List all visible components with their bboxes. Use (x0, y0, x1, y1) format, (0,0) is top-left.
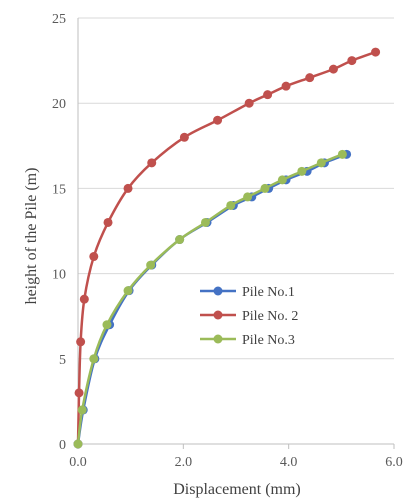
y-tick-label-10: 10 (52, 268, 66, 283)
data-point-pile-no-3-4 (123, 286, 133, 296)
data-point-pile-no-3-2 (89, 354, 99, 364)
x-tick-label-0: 0.0 (69, 455, 87, 470)
tick-labels: 0 5 10 15 20 25 0.0 2.0 4.0 6.0 (52, 12, 403, 470)
data-point-pile-no-3-3 (102, 320, 112, 330)
data-point-pile-no-2-9 (213, 115, 223, 125)
data-point-pile-no-3-6 (175, 235, 185, 245)
x-tick-label-2: 2.0 (175, 455, 193, 470)
data-point-pile-no-2-16 (371, 47, 381, 57)
legend-label-pile-no-2: Pile No. 2 (242, 309, 298, 324)
series-line-pile-no-1 (76, 153, 348, 445)
series-layer (73, 47, 381, 449)
legend: Pile No.1 Pile No. 2 Pile No.3 (200, 285, 298, 348)
y-tick-label-15: 15 (52, 182, 66, 197)
data-point-pile-no-3-7 (200, 217, 210, 227)
data-point-pile-no-2-14 (328, 64, 338, 74)
series-line-pile-no-2 (76, 50, 376, 445)
x-tick-label-6: 6.0 (385, 455, 403, 470)
data-point-pile-no-3-10 (260, 183, 270, 193)
data-point-pile-no-3-8 (226, 200, 236, 210)
data-point-pile-no-3-0 (73, 439, 83, 449)
data-point-pile-no-3-9 (243, 192, 253, 202)
data-point-pile-no-3-13 (316, 158, 326, 168)
data-point-pile-no-2-2 (76, 337, 86, 347)
data-point-pile-no-3-14 (337, 149, 347, 159)
legend-marker-pile-no-1 (213, 286, 223, 296)
data-point-pile-no-3-5 (146, 260, 156, 270)
data-point-pile-no-2-3 (79, 294, 89, 304)
data-point-pile-no-3-1 (77, 405, 87, 415)
data-point-pile-no-2-5 (103, 217, 113, 227)
data-point-pile-no-2-4 (89, 252, 99, 262)
data-point-pile-no-2-8 (179, 132, 189, 142)
series-line-pile-no-3 (76, 153, 343, 445)
data-point-pile-no-2-12 (281, 81, 291, 91)
data-point-pile-no-2-7 (147, 158, 157, 168)
data-point-pile-no-3-11 (277, 175, 287, 185)
data-point-pile-no-2-13 (305, 73, 315, 83)
x-axis-title: Displacement (mm) (173, 481, 301, 498)
data-point-pile-no-2-10 (244, 98, 254, 108)
data-point-pile-no-3-12 (297, 166, 307, 176)
legend-label-pile-no-1: Pile No.1 (242, 285, 295, 300)
y-tick-label-25: 25 (52, 12, 66, 27)
data-point-pile-no-2-1 (74, 388, 84, 398)
data-point-pile-no-2-15 (347, 56, 357, 66)
y-axis-title: height of the Pile (m) (23, 168, 40, 305)
legend-label-pile-no-3: Pile No.3 (242, 333, 295, 348)
legend-marker-pile-no-2 (213, 310, 223, 320)
y-tick-label-20: 20 (52, 97, 66, 112)
legend-marker-pile-no-3 (213, 334, 223, 344)
y-tick-label-5: 5 (59, 353, 66, 368)
x-tick-label-4: 4.0 (280, 455, 298, 470)
data-point-pile-no-2-11 (263, 90, 273, 100)
axes (77, 18, 395, 449)
y-tick-label-0: 0 (59, 438, 66, 453)
data-point-pile-no-2-6 (123, 183, 133, 193)
